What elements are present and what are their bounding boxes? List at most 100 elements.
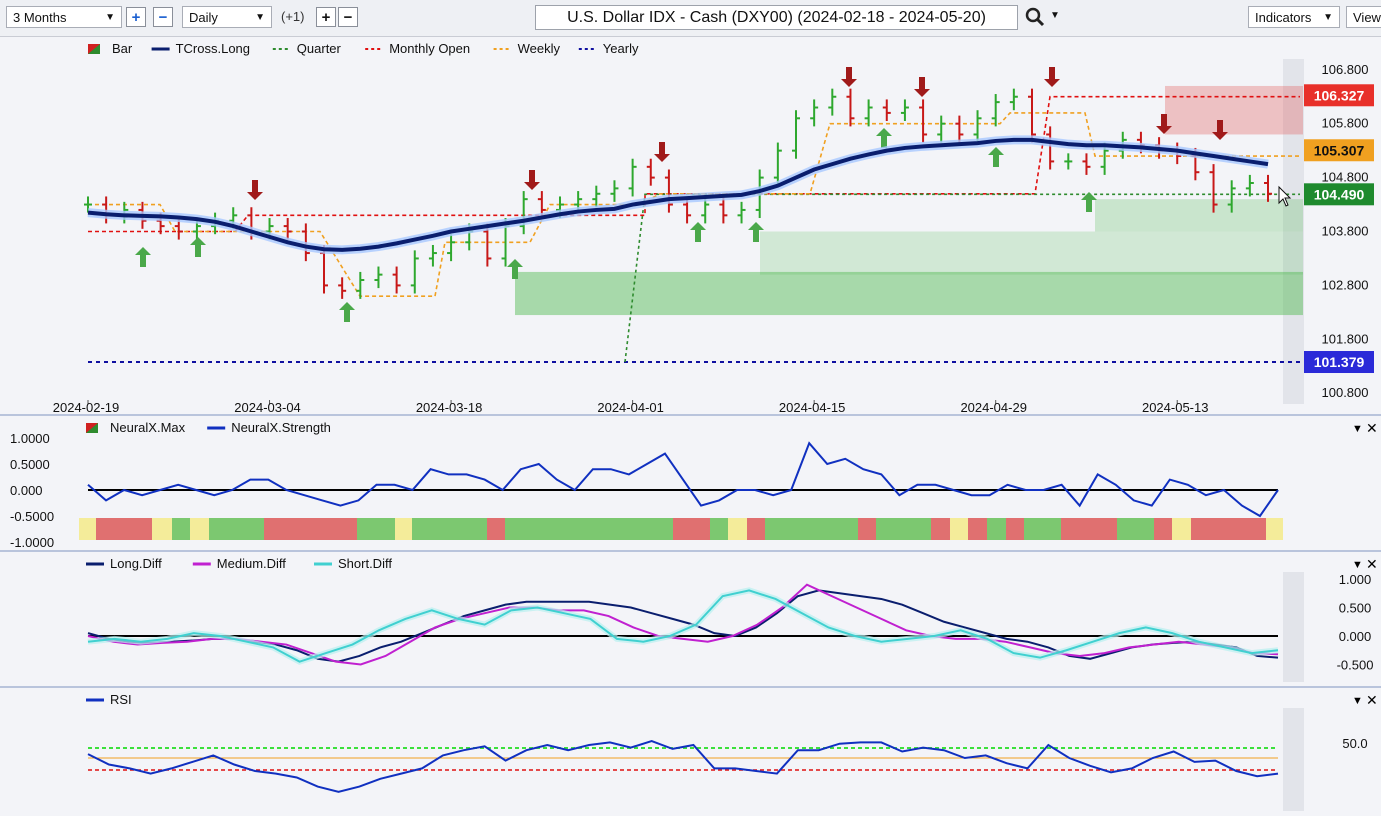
price-bar bbox=[1245, 174, 1254, 197]
chevron-down-icon[interactable]: ▼ bbox=[1352, 695, 1363, 707]
price-bar bbox=[1209, 164, 1218, 213]
x-tick-label: 2024-04-29 bbox=[960, 400, 1027, 412]
sell-arrow-icon bbox=[1044, 67, 1060, 87]
zoom-in-button[interactable]: + bbox=[126, 7, 146, 27]
diff-scale-band bbox=[1283, 572, 1304, 682]
period-select[interactable]: 3 Months ▼ bbox=[6, 6, 122, 28]
plus-icon: + bbox=[131, 8, 141, 26]
symbol-title-field[interactable]: U.S. Dollar IDX - Cash (DXY00) (2024-02-… bbox=[535, 5, 1018, 30]
offset-plus-button[interactable]: + bbox=[316, 7, 336, 27]
sell-arrow-icon bbox=[654, 142, 670, 162]
buy-arrow-icon bbox=[135, 247, 151, 267]
price-tag: 106.327 bbox=[1304, 84, 1374, 107]
x-tick-label: 2024-05-13 bbox=[1142, 400, 1209, 412]
view-button[interactable]: View bbox=[1346, 6, 1381, 28]
legend-item[interactable]: Weekly bbox=[493, 41, 561, 56]
symbol-title: U.S. Dollar IDX - Cash (DXY00) (2024-02-… bbox=[567, 8, 986, 26]
buy-arrow-icon bbox=[507, 259, 523, 279]
neural-max-segment bbox=[96, 518, 152, 540]
legend-label: Long.Diff bbox=[110, 556, 162, 571]
neural-max-segment bbox=[152, 518, 172, 540]
legend-label: Quarter bbox=[297, 41, 342, 56]
buy-arrow-icon bbox=[988, 147, 1004, 167]
price-tag-value: 101.379 bbox=[1314, 354, 1365, 370]
price-bar bbox=[737, 201, 746, 224]
plus-icon: + bbox=[321, 8, 331, 26]
chevron-down-icon[interactable]: ▼ bbox=[1352, 559, 1363, 571]
legend-item[interactable]: Medium.Diff bbox=[192, 556, 287, 571]
close-icon[interactable]: ✕ bbox=[1366, 692, 1378, 708]
chevron-down-icon: ▼ bbox=[255, 11, 265, 23]
price-bar bbox=[374, 266, 383, 289]
neural-chart[interactable]: NeuralX.Max NeuralX.Strength 1.0000 0.5000… bbox=[0, 416, 1381, 550]
price-bar bbox=[428, 244, 437, 267]
price-bar bbox=[1009, 88, 1018, 111]
price-bar bbox=[1064, 153, 1073, 170]
neural-max-segment bbox=[395, 518, 412, 540]
neural-max-segment bbox=[1266, 518, 1283, 540]
legend-item[interactable]: Bar bbox=[88, 41, 133, 56]
chevron-down-icon: ▼ bbox=[105, 11, 115, 23]
price-tag: 101.379 bbox=[1304, 351, 1374, 374]
neural-max-segment bbox=[858, 518, 876, 540]
neural-max-segment bbox=[747, 518, 765, 540]
price-bar bbox=[592, 185, 601, 208]
price-bar bbox=[1046, 126, 1055, 170]
indicators-button[interactable]: Indicators ▼ bbox=[1248, 6, 1340, 28]
price-bar bbox=[392, 266, 401, 294]
y-tick-label: 0.000 bbox=[10, 483, 43, 498]
price-tag-value: 106.327 bbox=[1314, 87, 1365, 103]
neural-max-segment bbox=[1006, 518, 1024, 540]
interval-select[interactable]: Daily ▼ bbox=[182, 6, 272, 28]
legend-item[interactable]: Short.Diff bbox=[314, 556, 392, 571]
price-bar bbox=[410, 250, 419, 294]
neural-panel: NeuralX.Max NeuralX.Strength 1.0000 0.5000… bbox=[0, 414, 1381, 550]
price-bar bbox=[338, 277, 347, 299]
offset-minus-button[interactable]: − bbox=[338, 7, 358, 27]
price-bar bbox=[919, 99, 928, 143]
legend-label: Weekly bbox=[518, 41, 561, 56]
legend-item[interactable]: TCross.Long bbox=[151, 41, 250, 56]
legend-item[interactable]: Yearly bbox=[578, 41, 639, 56]
price-bar bbox=[773, 142, 782, 186]
close-icon[interactable]: ✕ bbox=[1366, 420, 1378, 436]
neural-max-segment bbox=[968, 518, 987, 540]
x-tick-label: 2024-03-18 bbox=[416, 400, 483, 412]
legend-item[interactable]: NeuralX.Max bbox=[86, 420, 186, 435]
view-label: View bbox=[1353, 9, 1381, 25]
zoom-out-button[interactable]: − bbox=[153, 7, 173, 27]
price-bar bbox=[84, 196, 92, 213]
price-tag: 104.490 bbox=[1304, 183, 1374, 206]
chevron-down-icon[interactable]: ▼ bbox=[1352, 423, 1363, 435]
price-bar bbox=[719, 196, 728, 224]
price-bar bbox=[1082, 153, 1091, 175]
price-scale-band bbox=[1283, 59, 1304, 404]
x-tick-label: 2024-02-19 bbox=[53, 400, 120, 412]
neural-max-segment bbox=[357, 518, 395, 540]
chevron-down-icon[interactable]: ▼ bbox=[1050, 10, 1060, 21]
diff-line bbox=[87, 589, 1279, 663]
price-bar bbox=[900, 99, 909, 121]
neural-max-segment bbox=[487, 518, 505, 540]
close-icon[interactable]: ✕ bbox=[1366, 556, 1378, 572]
neural-max-segment bbox=[1191, 518, 1266, 540]
legend-item[interactable]: Quarter bbox=[272, 41, 342, 56]
search-button[interactable] bbox=[1024, 6, 1048, 28]
interval-value: Daily bbox=[189, 9, 218, 25]
legend-item[interactable]: Monthly Open bbox=[365, 41, 470, 56]
price-bar bbox=[1264, 174, 1272, 202]
price-bar bbox=[864, 99, 873, 127]
price-bar bbox=[846, 88, 855, 127]
resistance-zone bbox=[1165, 85, 1303, 135]
legend-item[interactable]: RSI bbox=[86, 692, 132, 707]
rsi-chart[interactable]: RSI 50.0 ▼ ✕ bbox=[0, 688, 1381, 811]
price-tag-value: 105.307 bbox=[1314, 142, 1365, 158]
neural-max-segment bbox=[505, 518, 673, 540]
minus-icon: − bbox=[158, 8, 168, 26]
buy-arrow-icon bbox=[690, 222, 706, 242]
diff-chart[interactable]: Long.Diff Medium.Diff Short.Diff 1.000 0.50… bbox=[0, 552, 1381, 686]
legend-item[interactable]: NeuralX.Strength bbox=[207, 420, 331, 435]
price-chart[interactable]: Bar TCross.Long Quarter Monthly Open Weekly Y… bbox=[0, 37, 1381, 415]
rsi-panel: RSI 50.0 ▼ ✕ bbox=[0, 686, 1381, 811]
legend-item[interactable]: Long.Diff bbox=[86, 556, 162, 571]
